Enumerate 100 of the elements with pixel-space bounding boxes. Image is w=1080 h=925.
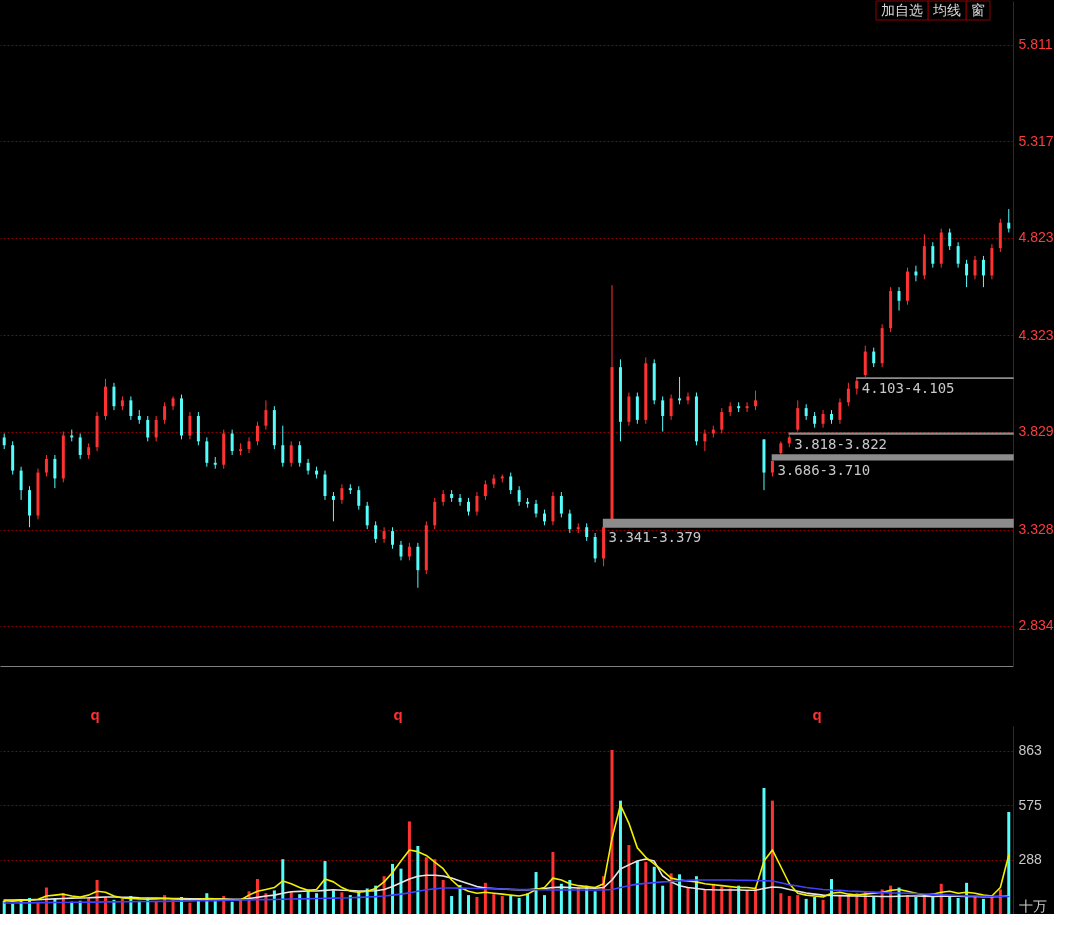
candlestick: [112, 382, 116, 411]
candlestick: [163, 401, 167, 425]
candlestick: [897, 286, 901, 312]
bar: [492, 894, 496, 914]
bar: [509, 895, 513, 914]
bar: [36, 902, 40, 914]
bar: [998, 889, 1002, 914]
band-label: 3.341-3.379: [608, 529, 702, 546]
bar: [534, 872, 538, 914]
candlestick: [559, 491, 563, 518]
candlestick: [838, 397, 842, 425]
bar: [450, 896, 454, 914]
bar: [593, 891, 597, 914]
text: q: [393, 706, 403, 724]
y-tick-label: 288: [1018, 851, 1043, 868]
bar: [610, 750, 614, 914]
candlestick: [745, 401, 749, 413]
y-axis-title: 十万: [1018, 897, 1047, 914]
y-tick-label: 3.328: [1018, 521, 1054, 538]
candlestick: [754, 390, 758, 411]
candlestick: [205, 436, 209, 468]
band-label: 4.103-4.105: [861, 380, 955, 397]
candlestick: [255, 421, 259, 446]
bar: [458, 885, 462, 914]
bar: [239, 899, 243, 914]
bar: [990, 896, 994, 914]
bar: [416, 845, 420, 914]
candlestick: [678, 376, 682, 405]
bar: [703, 889, 707, 914]
candlestick: [44, 454, 48, 477]
candlestick: [872, 347, 876, 368]
candlestick: [78, 433, 82, 460]
candlestick: [956, 241, 960, 269]
candlestick: [281, 425, 285, 468]
bar: [407, 821, 411, 914]
bar: [11, 903, 15, 914]
bar: [517, 897, 521, 914]
candlestick: [146, 415, 150, 442]
candlestick: [1007, 208, 1011, 233]
candlestick: [365, 501, 369, 530]
candlestick: [289, 440, 293, 468]
candlestick: [399, 540, 403, 561]
bar: [981, 898, 985, 914]
bar: [433, 859, 437, 914]
candlestick: [796, 399, 800, 433]
bar: [821, 899, 825, 914]
candlestick: [247, 436, 251, 454]
band-label: 3.686-3.710: [777, 461, 871, 478]
bar: [618, 800, 622, 914]
bar: [441, 879, 445, 914]
line-series: [3, 858, 1010, 901]
y-tick-label: 3.829: [1018, 423, 1054, 440]
candlestick: [357, 485, 361, 511]
bar: [669, 873, 673, 914]
candlestick: [19, 466, 23, 501]
candlestick: [323, 470, 327, 501]
candlestick: [129, 395, 133, 421]
candlestick: [635, 392, 639, 425]
candlestick: [568, 509, 572, 534]
candlestick: [863, 345, 867, 378]
bar: [804, 898, 808, 914]
line-series: [3, 879, 1010, 904]
candlestick: [973, 255, 977, 280]
bar: [213, 900, 217, 914]
bar: [475, 896, 479, 914]
candlestick: [686, 392, 690, 405]
candlestick: [188, 411, 192, 440]
candlestick: [264, 399, 268, 431]
candlestick: [965, 259, 969, 288]
y-tick-label: 2.834: [1018, 617, 1054, 634]
text: q: [812, 706, 822, 724]
bar: [762, 787, 766, 914]
candlestick: [53, 454, 57, 489]
candlestick: [331, 491, 335, 522]
bar: [500, 896, 504, 914]
bar: [914, 896, 918, 914]
bar: [686, 887, 690, 914]
bar: [154, 901, 158, 914]
candlestick: [981, 255, 985, 288]
annotation: 均线: [932, 2, 961, 18]
candlestick: [458, 493, 462, 507]
bar: [931, 896, 935, 914]
candlestick: [483, 479, 487, 501]
band-label: 3.818-3.822: [794, 435, 888, 452]
bar: [728, 888, 732, 914]
y-tick-label: 4.823: [1018, 229, 1054, 246]
bar: [424, 857, 428, 914]
candlestick: [382, 526, 386, 544]
candlestick: [509, 472, 513, 495]
bar: [796, 895, 800, 914]
text: q: [90, 706, 100, 724]
line-series: [3, 804, 1010, 902]
bar: [467, 895, 471, 914]
y-tick-label: 5.317: [1018, 132, 1054, 149]
bar: [526, 893, 530, 914]
bar: [627, 845, 631, 914]
bar: [720, 886, 724, 914]
candlestick: [720, 407, 724, 435]
candlestick: [517, 485, 521, 507]
bar: [770, 800, 774, 914]
